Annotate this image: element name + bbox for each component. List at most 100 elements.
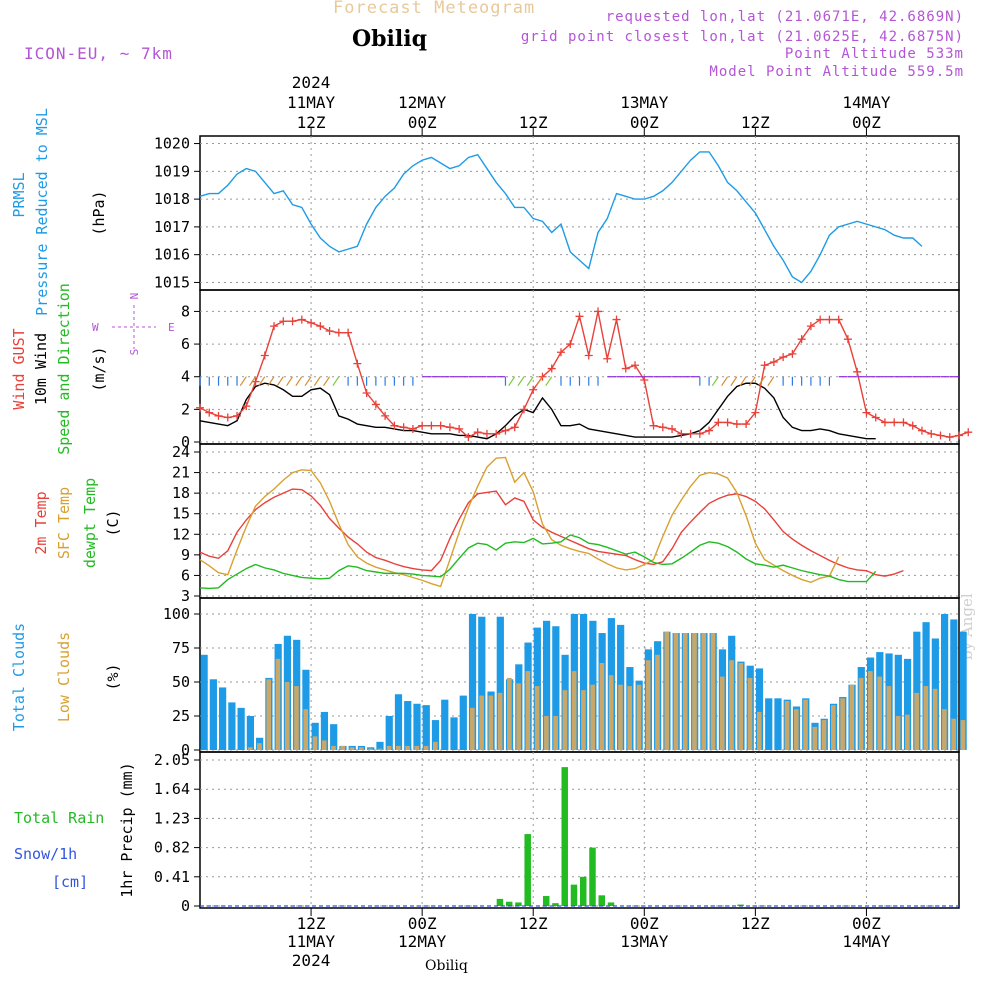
bottom-time-label: 12Z <box>297 914 326 933</box>
bar-low-cloud <box>886 686 892 750</box>
gust-marker <box>816 315 825 324</box>
wind-barb <box>508 376 516 387</box>
label-ms: (m/s) <box>90 346 108 391</box>
bar-low-cloud <box>655 654 660 750</box>
bar-low-cloud <box>868 671 873 750</box>
bar-low-cloud <box>645 660 651 750</box>
footer-location: Obiliq <box>425 958 468 974</box>
bar-total-cloud <box>431 720 440 750</box>
gust-marker <box>529 385 538 394</box>
line-prmsl <box>199 151 923 284</box>
ytick-label-wind: 8 <box>181 302 190 320</box>
bar-low-cloud <box>803 699 808 750</box>
bar-low-cloud <box>719 676 725 750</box>
bar-low-cloud <box>590 684 595 750</box>
bottom-time-label: 12MAY <box>398 932 447 951</box>
bar-low-cloud <box>951 718 956 750</box>
top-time-label: 00Z <box>408 113 437 132</box>
bar-low-cloud <box>414 745 420 750</box>
bar-low-cloud <box>923 686 929 750</box>
gust-marker <box>260 351 269 360</box>
gust-marker <box>649 421 658 430</box>
gust-marker <box>205 408 214 417</box>
bar-total-cloud <box>940 614 949 750</box>
chart-title: Forecast Meteogram <box>333 0 536 18</box>
bar-total-cloud <box>200 654 208 750</box>
gust-marker <box>760 361 769 370</box>
label-total-clouds: Total Clouds <box>10 623 28 731</box>
wind-barb <box>332 376 340 387</box>
bar-total-cloud <box>478 616 486 750</box>
label-hpa: (hPa) <box>90 190 108 235</box>
bar-low-cloud <box>729 660 734 750</box>
panel-frame-pressure <box>199 135 960 291</box>
label-sfc-temp: SFC Temp <box>55 487 73 559</box>
bar-total-cloud <box>913 631 921 750</box>
bar-low-cloud <box>562 690 568 750</box>
wind-barb <box>276 376 284 387</box>
bar-low-cloud <box>793 709 799 750</box>
ytick-label-temperature: 24 <box>172 443 190 461</box>
gust-marker <box>668 424 677 433</box>
wind-barb <box>535 376 543 387</box>
bar-low-cloud <box>821 720 827 750</box>
line-2m-temp <box>199 488 904 577</box>
ytick-label-pressure: 1015 <box>154 273 190 291</box>
label-celsius: (C) <box>104 509 122 536</box>
bar-low-cloud <box>858 677 864 750</box>
label-precip-axis: 1hr Precip (mm) <box>118 762 136 897</box>
bar-rain <box>552 903 559 906</box>
ytick-label-precipitation: 0.41 <box>154 868 190 886</box>
requested-coords: requested lon,lat (21.0671E, 42.6869N) <box>605 9 964 25</box>
ytick-label-pressure: 1018 <box>154 190 190 208</box>
gust-marker <box>482 429 491 438</box>
bottom-time-label: 12Z <box>519 914 548 933</box>
label-10m-wind: 10m Wind <box>32 333 50 405</box>
bar-low-cloud <box>257 743 262 750</box>
bar-low-cloud <box>377 748 383 750</box>
bar-low-cloud <box>738 662 744 750</box>
bar-rain <box>524 834 531 906</box>
gust-marker <box>742 420 751 429</box>
gust-marker <box>297 315 306 324</box>
bar-total-cloud <box>376 741 384 750</box>
gust-marker <box>779 353 788 362</box>
bar-total-cloud <box>441 699 449 750</box>
wind-barb <box>526 376 534 387</box>
panel-frame-precipitation <box>199 751 960 909</box>
bar-rain <box>737 904 744 906</box>
bar-low-cloud <box>423 745 429 750</box>
bar-rain <box>542 896 550 906</box>
top-time-label: 12Z <box>741 113 770 132</box>
location-name: Obiliq <box>352 26 428 52</box>
top-time-label: 14MAY <box>842 93 891 112</box>
gust-marker <box>242 402 251 411</box>
bar-low-cloud <box>534 686 540 750</box>
ytick-label-temperature: 9 <box>181 546 190 564</box>
bar-low-cloud <box>349 747 355 750</box>
bottom-time-label: 00Z <box>630 914 659 933</box>
bar-total-cloud <box>552 626 560 750</box>
ytick-label-wind: 6 <box>181 335 190 353</box>
label-2m-temp: 2m Temp <box>32 491 50 554</box>
wind-barb <box>258 376 266 387</box>
gust-marker <box>307 318 316 327</box>
bar-total-cloud <box>413 703 421 750</box>
bar-rain <box>505 901 513 906</box>
bar-total-cloud <box>459 695 467 750</box>
bar-low-cloud <box>840 698 845 750</box>
gust-marker <box>714 418 723 427</box>
bar-total-cloud <box>246 716 255 750</box>
ytick-label-clouds: 100 <box>163 605 190 623</box>
wind-barb <box>295 376 303 387</box>
gust-marker <box>843 335 852 344</box>
bar-total-cloud <box>959 631 967 750</box>
gust-marker <box>769 358 778 367</box>
bar-low-cloud <box>756 711 762 750</box>
bar-low-cloud <box>673 633 679 750</box>
label-prmsl: PRMSL <box>10 172 28 217</box>
gust-marker <box>408 424 417 433</box>
wind-barb <box>267 376 275 387</box>
top-time-label: 13MAY <box>620 93 669 112</box>
bar-total-cloud <box>228 702 236 750</box>
